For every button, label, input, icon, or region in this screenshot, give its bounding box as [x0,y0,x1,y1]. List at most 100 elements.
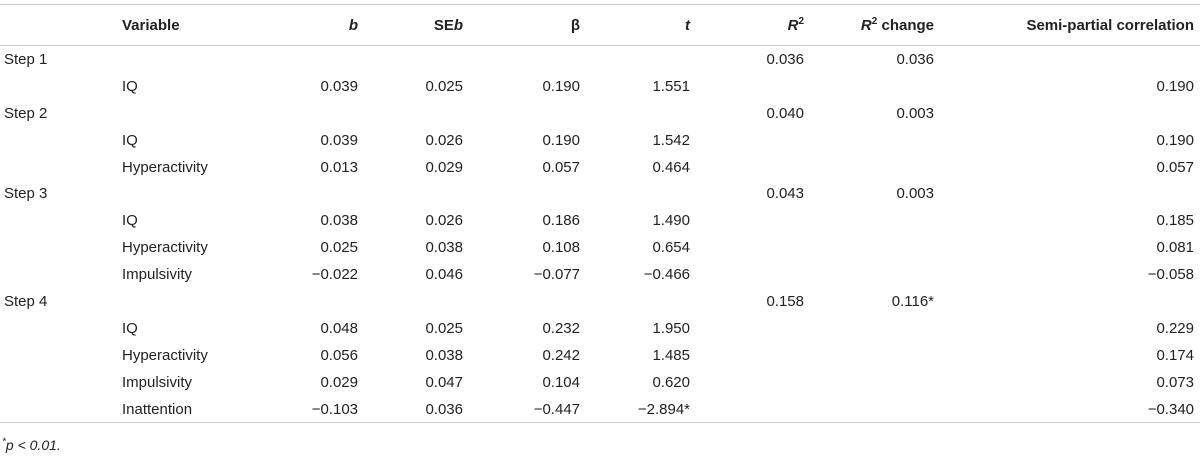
cell-variable [122,288,242,315]
table-row: Inattention −0.103 0.036 −0.447 −2.894* −0.34… [0,395,1200,424]
cell-seb: 0.026 [425,131,463,149]
footnote-text: p < 0.01. [5,437,61,453]
cell-semipartial [934,288,1200,315]
cell-variable: IQ [122,212,138,230]
cell-step: Step 1 [4,50,48,68]
header-seb-prefix: SE [433,16,454,34]
step-row: Step 2 0.040 0.003 [0,100,1200,127]
header-r2-sup: 2 [798,15,804,27]
cell-r2-change [804,154,934,181]
cell-t [580,46,690,73]
header-step [0,4,122,46]
cell-b: 0.048 [320,319,358,337]
header-b: b [242,4,358,46]
step-row: Step 1 0.036 0.036 [0,46,1200,73]
cell-seb [358,288,463,315]
cell-variable: IQ [122,319,138,337]
cell-beta [463,180,580,207]
header-r2-change: R2 change [804,4,934,46]
header-t: t [580,4,690,46]
cell-seb: 0.038 [425,239,463,257]
cell-step [0,261,122,288]
header-r2change-suffix: change [877,16,934,34]
table-row: Hyperactivity 0.056 0.038 0.242 1.485 0.174 [0,342,1200,369]
cell-r2-change [804,369,934,396]
header-seb-suffix: b [453,16,463,34]
cell-t: 1.490 [652,212,690,230]
table-row: Impulsivity 0.029 0.047 0.104 0.620 0.073 [0,369,1200,396]
cell-r2: 0.158 [766,292,804,310]
cell-t [580,180,690,207]
cell-seb: 0.029 [425,158,463,176]
cell-beta: −0.077 [533,266,580,284]
step-row: Step 3 0.043 0.003 [0,180,1200,207]
cell-step [0,127,122,154]
cell-b [242,46,358,73]
cell-semipartial: 0.057 [1156,158,1194,176]
cell-seb [358,46,463,73]
cell-variable [122,180,242,207]
cell-semipartial: 0.174 [1156,346,1194,364]
cell-b: 0.039 [320,77,358,95]
cell-b: 0.056 [320,346,358,364]
cell-r2: 0.040 [766,104,804,122]
cell-seb: 0.047 [425,373,463,391]
cell-beta: 0.104 [542,373,580,391]
cell-r2 [690,127,804,154]
header-r2: R2 [690,4,804,46]
cell-semipartial: 0.190 [1156,77,1194,95]
cell-r2-change [804,342,934,369]
cell-b: 0.038 [320,212,358,230]
cell-semipartial: 0.073 [1156,373,1194,391]
cell-b: −0.022 [311,266,358,284]
cell-r2 [690,342,804,369]
cell-r2: 0.043 [766,185,804,203]
cell-variable [122,100,242,127]
cell-beta: 0.186 [542,212,580,230]
table-row: Hyperactivity 0.013 0.029 0.057 0.464 0.057 [0,154,1200,181]
cell-b: −0.103 [242,395,358,424]
cell-r2-change [804,395,934,424]
table-row: Impulsivity −0.022 0.046 −0.077 −0.466 −0.058 [0,261,1200,288]
cell-b: 0.039 [320,131,358,149]
regression-table: Variable b SEb β t R2 R2 change Semi-par… [0,4,1200,424]
cell-variable: Hyperactivity [122,239,208,257]
cell-seb: 0.036 [358,395,463,424]
cell-r2 [690,73,804,100]
cell-semipartial [934,46,1200,73]
cell-step: Step 3 [4,185,48,203]
footnote-marker: * [2,436,6,448]
step-row: Step 4 0.158 0.116* [0,288,1200,315]
cell-t: 1.485 [652,346,690,364]
cell-beta [463,288,580,315]
cell-step [0,315,122,342]
cell-step: Step 4 [4,292,48,310]
cell-r2-change: 0.036 [896,50,934,68]
cell-beta [463,100,580,127]
cell-b [242,288,358,315]
cell-variable: IQ [122,77,138,95]
header-r2change-sup: 2 [871,15,878,27]
cell-seb [358,180,463,207]
cell-r2 [690,395,804,424]
cell-r2 [690,315,804,342]
cell-seb: 0.025 [425,319,463,337]
cell-r2-change [804,127,934,154]
cell-t: 1.551 [652,77,690,95]
header-variable: Variable [122,4,242,46]
table-header: Variable b SEb β t R2 R2 change Semi-par… [0,4,1200,46]
cell-r2 [690,154,804,181]
table-row: IQ 0.048 0.025 0.232 1.950 0.229 [0,315,1200,342]
cell-step [0,154,122,181]
cell-t: 0.464 [652,158,690,176]
cell-r2-change: 0.116* [891,292,934,310]
cell-beta: −0.447 [463,395,580,424]
header-row: Variable b SEb β t R2 R2 change Semi-par… [0,4,1200,46]
cell-step [0,73,122,100]
cell-step: Step 2 [4,104,48,122]
cell-r2-change [804,207,934,234]
cell-semipartial [934,180,1200,207]
cell-b [242,180,358,207]
header-beta: β [463,4,580,46]
